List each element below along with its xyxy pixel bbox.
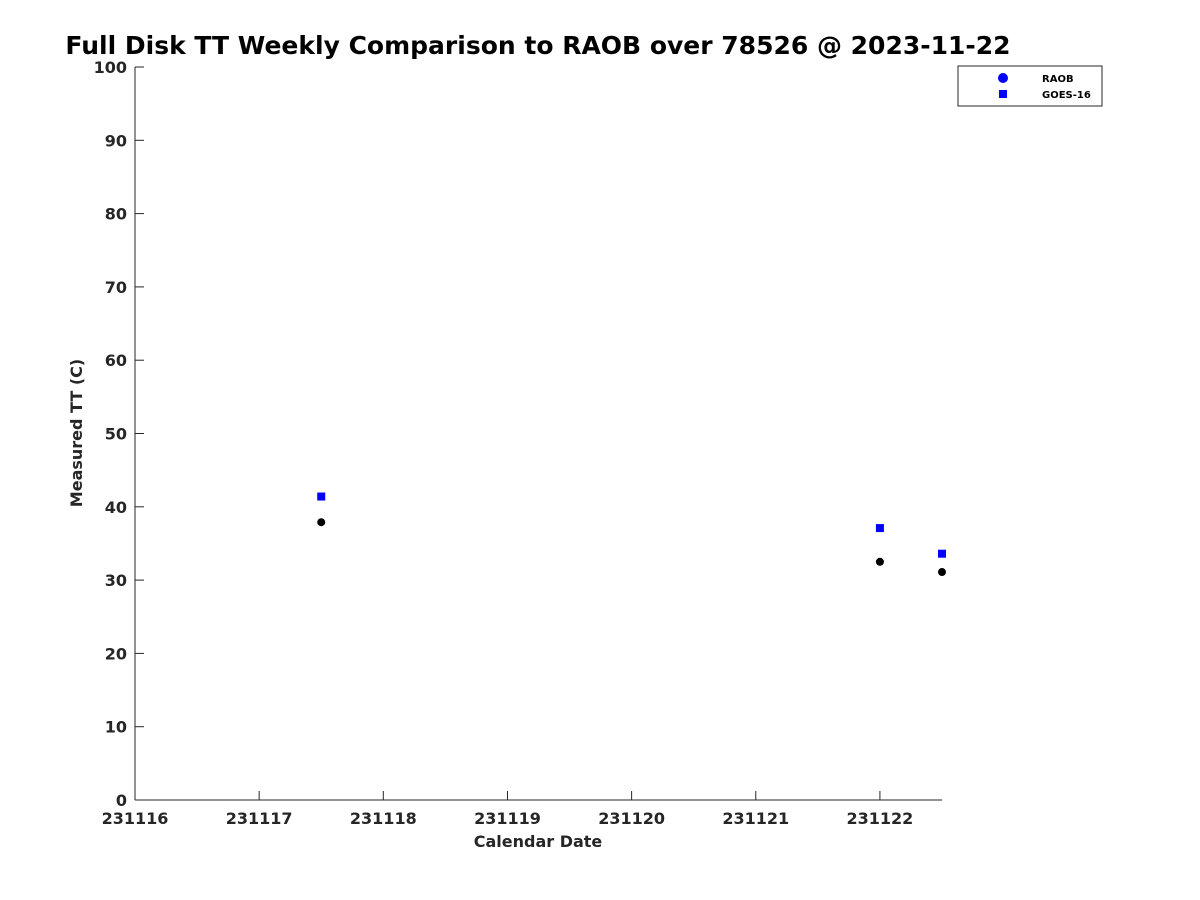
legend-marker-raob bbox=[998, 73, 1008, 83]
x-tick-label: 231118 bbox=[350, 809, 417, 828]
x-tick-label: 231116 bbox=[102, 809, 169, 828]
y-axis-ticks: 0 10 20 30 40 50 60 70 80 90 100 bbox=[94, 58, 144, 810]
y-tick-label: 0 bbox=[116, 791, 127, 810]
y-tick-label: 50 bbox=[105, 425, 127, 444]
legend-marker-goes-16 bbox=[999, 90, 1007, 98]
y-tick-label: 90 bbox=[105, 131, 127, 150]
x-tick-label: 231119 bbox=[474, 809, 541, 828]
y-tick-label: 70 bbox=[105, 278, 127, 297]
x-tick-label: 231121 bbox=[722, 809, 789, 828]
goes-16-point bbox=[875, 524, 884, 533]
raob-point bbox=[875, 557, 884, 566]
raob-point bbox=[938, 568, 946, 577]
x-axis-ticks: 231116 231117 231118 231119 231120 231121 2311… bbox=[102, 791, 914, 828]
y-tick-label: 20 bbox=[105, 644, 127, 663]
goes-16-point bbox=[317, 492, 326, 501]
x-tick-label: 231122 bbox=[847, 809, 914, 828]
y-tick-label: 10 bbox=[105, 718, 127, 737]
legend-box bbox=[957, 65, 1103, 107]
y-tick-label: 100 bbox=[94, 58, 127, 77]
y-tick-label: 60 bbox=[105, 351, 127, 370]
axes bbox=[134, 67, 942, 801]
legend: RAOB GOES-16 bbox=[957, 65, 1103, 107]
y-tick-label: 80 bbox=[105, 205, 127, 224]
raob-point bbox=[317, 518, 326, 527]
y-tick-label: 40 bbox=[105, 498, 127, 517]
y-tick-label: 30 bbox=[105, 571, 127, 590]
legend-label: GOES-16 bbox=[1042, 90, 1091, 101]
legend-label: RAOB bbox=[1042, 74, 1074, 85]
goes-16-point bbox=[938, 549, 946, 558]
data-points bbox=[317, 492, 946, 577]
x-axis-label: Calendar Date bbox=[474, 832, 603, 851]
x-tick-label: 231120 bbox=[598, 809, 665, 828]
chart-title: Full Disk TT Weekly Comparison to RAOB o… bbox=[65, 31, 1010, 60]
y-axis-label: Measured TT (C) bbox=[67, 359, 86, 507]
x-tick-label: 231117 bbox=[226, 809, 293, 828]
